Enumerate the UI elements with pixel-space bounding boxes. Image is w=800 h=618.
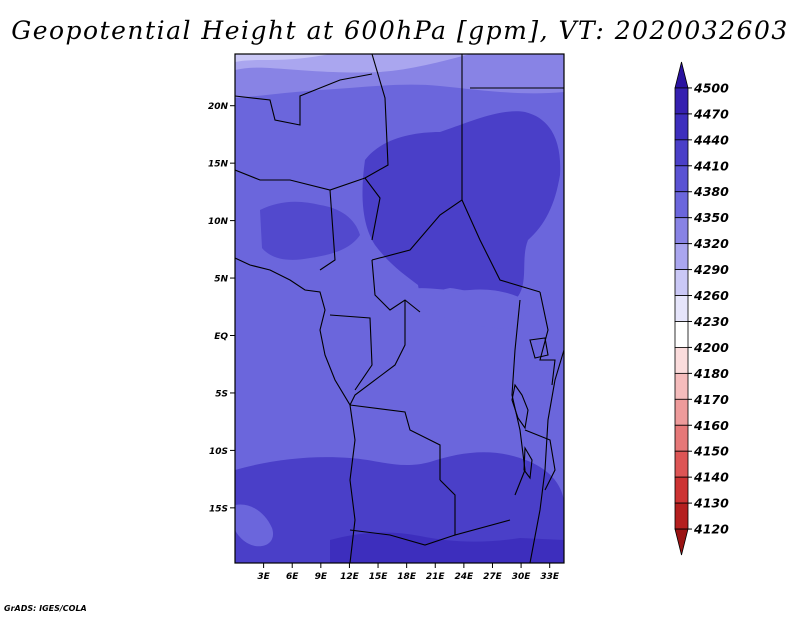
coastline bbox=[235, 257, 356, 563]
coastline bbox=[529, 349, 564, 563]
lat-tick-label: 10S bbox=[209, 447, 228, 457]
colorbar-label: 4140 bbox=[693, 470, 729, 485]
boundary-line bbox=[329, 314, 373, 391]
colorbar-bottom-arrow bbox=[674, 528, 689, 556]
colorbar-label: 4500 bbox=[693, 80, 729, 95]
lat-tick-label: EQ bbox=[214, 332, 228, 342]
lon-tick-label: 33E bbox=[540, 572, 560, 582]
credit-label: GrADS: IGES/COLA bbox=[4, 604, 87, 613]
boundary-line bbox=[349, 529, 456, 546]
colorbar-swatch bbox=[674, 424, 689, 452]
map-frame bbox=[234, 53, 565, 564]
latitude-axis: 20N 15N 10N 5N EQ 5S 10S 15S bbox=[208, 102, 235, 514]
colorbar-swatch bbox=[674, 113, 689, 141]
boundary-line bbox=[439, 479, 511, 536]
colorbar-swatch bbox=[674, 87, 689, 115]
chart-title: Geopotential Height at 600hPa [gpm], VT:… bbox=[11, 16, 789, 45]
lon-tick-label: 6E bbox=[286, 572, 299, 582]
colorbar-swatch bbox=[674, 347, 689, 374]
colorbar-swatch bbox=[674, 191, 689, 219]
boundary-line bbox=[349, 404, 441, 480]
contour-field bbox=[235, 54, 564, 563]
colorbar-label: 4230 bbox=[693, 314, 729, 329]
colorbar-swatch bbox=[674, 165, 689, 193]
colorbar-swatch bbox=[674, 398, 689, 426]
contour-band-4410-sahel bbox=[362, 111, 561, 300]
lat-tick-label: 5S bbox=[215, 389, 228, 399]
colorbar: 4500 4470 4440 4410 4380 4350 4320 4290 4260 4230… bbox=[674, 61, 729, 556]
colorbar-label: 4320 bbox=[693, 236, 729, 251]
colorbar-label: 4410 bbox=[693, 158, 729, 173]
boundary-line bbox=[364, 54, 389, 179]
colorbar-swatch bbox=[674, 321, 689, 348]
boundary-line bbox=[371, 259, 421, 313]
colorbar-label: 4260 bbox=[693, 288, 729, 303]
boundary-line bbox=[349, 300, 406, 406]
longitude-axis: 3E 6E 9E 12E 15E 18E 21E 24E 27E 30E 33E bbox=[257, 563, 560, 582]
lon-tick-label: 24E bbox=[455, 572, 475, 582]
contour-band-4410-south bbox=[235, 452, 564, 563]
lon-tick-label: 18E bbox=[397, 572, 417, 582]
colorbar-swatch bbox=[674, 139, 689, 167]
lon-tick-label: 3E bbox=[257, 572, 270, 582]
boundary-line bbox=[539, 291, 556, 386]
lat-tick-label: 15N bbox=[208, 160, 229, 170]
colorbar-label: 4470 bbox=[693, 106, 729, 121]
lat-tick-label: 20N bbox=[208, 102, 229, 112]
colorbar-top-arrow bbox=[674, 61, 689, 89]
colorbar-label: 4180 bbox=[693, 366, 729, 381]
boundary-line bbox=[371, 54, 463, 261]
lake-outline bbox=[523, 446, 533, 480]
lat-tick-label: 15S bbox=[209, 504, 228, 514]
colorbar-swatch bbox=[674, 476, 689, 504]
colorbar-label: 4440 bbox=[693, 132, 729, 147]
boundary-line bbox=[461, 199, 541, 293]
colorbar-label: 4290 bbox=[693, 262, 729, 277]
lon-tick-label: 9E bbox=[315, 572, 328, 582]
contour-band-4410-west bbox=[260, 201, 360, 260]
lon-tick-label: 30E bbox=[512, 572, 532, 582]
boundary-line bbox=[235, 73, 373, 126]
contour-low-central bbox=[404, 288, 526, 329]
colorbar-label: 4150 bbox=[693, 444, 729, 459]
colorbar-swatch bbox=[674, 372, 689, 400]
colorbar-label: 4130 bbox=[693, 496, 729, 511]
country-boundaries bbox=[235, 54, 564, 563]
lon-tick-label: 27E bbox=[483, 572, 503, 582]
contour-band-4260 bbox=[235, 54, 330, 62]
colorbar-label: 4380 bbox=[693, 184, 729, 199]
colorbar-swatch bbox=[674, 269, 689, 296]
lake-outline bbox=[529, 337, 549, 359]
colorbar-label: 4160 bbox=[693, 418, 729, 433]
colorbar-label: 4200 bbox=[693, 340, 729, 355]
boundary-line bbox=[524, 429, 556, 491]
colorbar-swatch bbox=[674, 502, 689, 530]
lat-tick-label: 10N bbox=[208, 217, 229, 227]
colorbar-swatch bbox=[674, 450, 689, 478]
lon-tick-label: 21E bbox=[426, 572, 446, 582]
colorbar-label: 4170 bbox=[693, 392, 729, 407]
colorbar-swatch bbox=[674, 295, 689, 322]
contour-low-southwest bbox=[235, 504, 274, 547]
lat-tick-label: 5N bbox=[214, 275, 228, 285]
colorbar-label: 4120 bbox=[693, 522, 729, 537]
lon-tick-label: 12E bbox=[340, 572, 360, 582]
boundary-line bbox=[319, 189, 336, 271]
colorbar-swatch bbox=[674, 243, 689, 270]
lon-tick-label: 15E bbox=[369, 572, 389, 582]
colorbar-swatch bbox=[674, 217, 689, 245]
contour-band-4440-south bbox=[330, 532, 564, 563]
colorbar-label: 4350 bbox=[693, 210, 729, 225]
lake-outline bbox=[511, 383, 529, 430]
